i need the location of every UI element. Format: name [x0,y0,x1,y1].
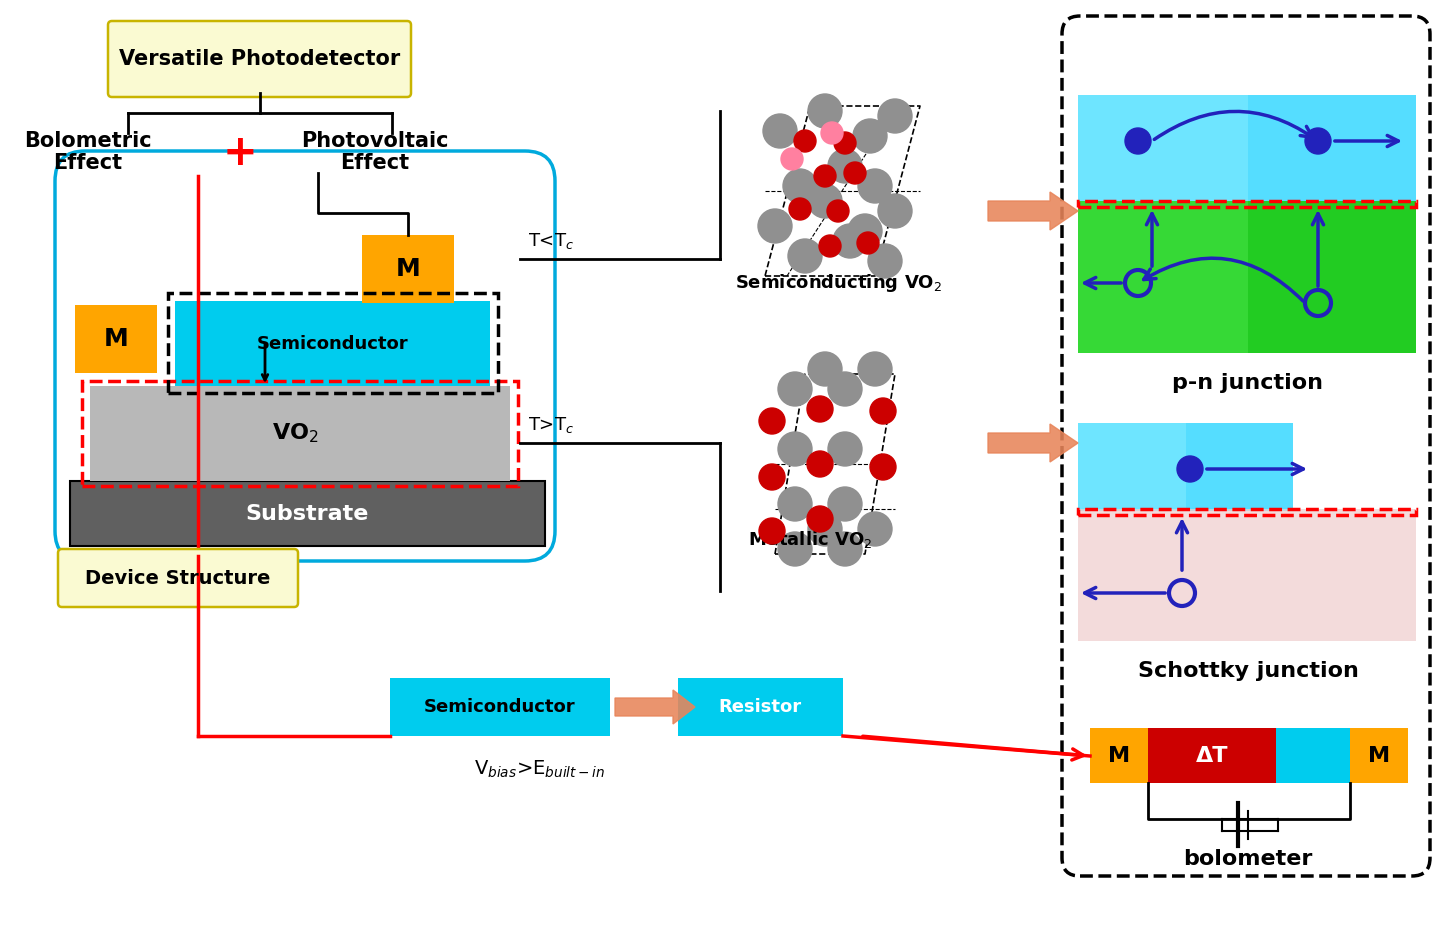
Circle shape [819,235,841,257]
FancyBboxPatch shape [58,549,298,607]
Bar [361,235,454,303]
Circle shape [763,114,796,148]
Circle shape [759,464,785,490]
Circle shape [1176,456,1202,482]
Circle shape [808,184,842,218]
Text: p-n junction: p-n junction [1172,373,1323,393]
Text: Effect: Effect [53,153,122,173]
Circle shape [858,169,891,203]
Circle shape [789,198,811,220]
Bar [1079,201,1248,353]
Bar [1079,201,1416,207]
Text: Versatile Photodetector: Versatile Photodetector [120,49,400,69]
Circle shape [778,432,812,466]
Circle shape [858,512,891,546]
Circle shape [806,396,832,422]
Bar [678,678,842,736]
Circle shape [783,169,816,203]
Text: Semiconducting VO$_2$: Semiconducting VO$_2$ [734,272,942,294]
Circle shape [827,200,850,222]
Text: Semiconductor: Semiconductor [425,698,576,716]
FancyBboxPatch shape [108,21,410,97]
Text: M: M [396,257,420,281]
Circle shape [788,239,822,273]
Circle shape [858,352,891,386]
Text: Effect: Effect [340,153,409,173]
Circle shape [808,512,842,546]
Bar [75,305,157,373]
Circle shape [834,132,855,154]
Circle shape [808,352,842,386]
Circle shape [852,119,887,153]
FancyArrow shape [988,192,1079,230]
Bar [1079,95,1248,203]
Circle shape [778,532,812,566]
Text: Device Structure: Device Structure [85,569,271,587]
Text: Resistor: Resistor [719,698,802,716]
Bar [82,381,518,486]
Text: ΔT: ΔT [1195,746,1228,766]
Circle shape [828,149,863,183]
Text: Metallic VO$_2$: Metallic VO$_2$ [747,529,873,549]
FancyArrow shape [615,690,696,724]
Bar [1079,95,1416,203]
Circle shape [868,244,901,278]
Text: Semiconductor: Semiconductor [258,335,409,353]
Bar [1079,201,1416,353]
Circle shape [778,372,812,406]
Circle shape [878,194,912,228]
Bar [1351,728,1408,783]
Text: M: M [1368,746,1390,766]
Text: Schottky junction: Schottky junction [1138,661,1358,681]
Bar [1090,728,1148,783]
Circle shape [828,432,863,466]
Circle shape [844,162,865,184]
Circle shape [806,451,832,477]
Bar [1079,423,1293,511]
Circle shape [832,224,867,258]
Bar [168,293,498,393]
Circle shape [828,532,863,566]
Circle shape [759,518,785,544]
Bar [1079,509,1416,641]
Circle shape [848,214,881,248]
Bar [1079,423,1187,511]
Circle shape [821,122,842,144]
Circle shape [778,487,812,521]
Circle shape [808,94,842,128]
Text: VO$_2$: VO$_2$ [272,421,318,445]
Circle shape [757,209,792,243]
Bar [390,678,611,736]
Circle shape [870,454,896,480]
Bar [176,301,490,386]
Text: T<T$_c$: T<T$_c$ [528,231,575,251]
Circle shape [1305,128,1331,154]
Text: M: M [1107,746,1130,766]
Circle shape [806,506,832,532]
Circle shape [780,148,804,170]
Circle shape [870,398,896,424]
Bar [1079,509,1416,515]
Circle shape [878,99,912,133]
Text: Bolometric: Bolometric [24,131,151,151]
Circle shape [759,408,785,434]
Text: +: + [223,132,258,174]
Text: M: M [104,327,128,351]
Bar [71,481,544,546]
Circle shape [857,232,878,254]
Bar [1148,728,1276,783]
Text: T>T$_c$: T>T$_c$ [528,415,575,435]
Text: bolometer: bolometer [1184,849,1313,869]
Circle shape [828,372,863,406]
Circle shape [793,130,816,152]
Circle shape [814,165,837,187]
Bar [1090,728,1408,783]
FancyArrow shape [988,424,1079,462]
Text: V$_{bias}$>E$_{built-in}$: V$_{bias}$>E$_{built-in}$ [474,759,606,779]
Text: Substrate: Substrate [245,504,369,524]
Circle shape [1125,128,1151,154]
Circle shape [828,487,863,521]
Bar [89,386,510,481]
Text: Photovoltaic: Photovoltaic [301,131,449,151]
